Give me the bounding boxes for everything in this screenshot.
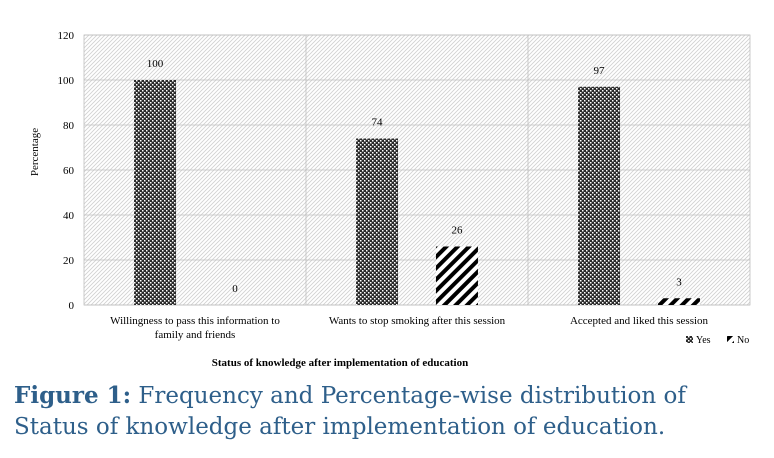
legend-label: Yes	[696, 335, 711, 346]
bar-no	[657, 298, 700, 305]
legend-swatch-no	[727, 336, 734, 343]
legend-label: No	[737, 335, 749, 346]
gridlines	[84, 34, 750, 306]
figure-label: Figure 1:	[14, 382, 132, 409]
y-axis-label: Percentage	[29, 128, 41, 176]
bar-yes	[134, 80, 177, 305]
y-axis-ticks: 0 20 40 60 80 100 120	[58, 30, 75, 312]
y-tick-label: 20	[63, 255, 75, 267]
bar-chart: 0 20 40 60 80 100 120 100 74 97 0 26 3 Willingness …	[29, 30, 751, 369]
figure-caption: Figure 1: Frequency and Percentage-wise …	[14, 380, 766, 443]
bars	[134, 80, 700, 305]
x-axis-ticks: Willingness to pass this information to f…	[110, 315, 708, 341]
data-label: 26	[451, 225, 463, 237]
caption-text: Frequency and Percentage-wise distributi…	[14, 383, 686, 440]
x-tick-label: Wants to stop smoking after this session	[329, 315, 506, 327]
legend: Yes No	[686, 335, 749, 346]
y-tick-label: 40	[63, 210, 75, 222]
y-tick-label: 0	[69, 300, 75, 312]
y-tick-label: 120	[58, 30, 75, 42]
data-label: 100	[147, 58, 164, 70]
y-tick-label: 80	[63, 120, 75, 132]
bar-yes	[578, 86, 621, 305]
x-tick-label: Accepted and liked this session	[570, 315, 709, 327]
bar-no	[435, 246, 478, 305]
data-label: 97	[594, 65, 606, 77]
y-tick-label: 60	[63, 165, 75, 177]
data-label: 74	[372, 117, 384, 129]
bar-yes	[356, 138, 399, 305]
y-tick-label: 100	[58, 75, 75, 87]
legend-swatch-yes	[686, 336, 693, 343]
data-labels: 100 74 97 0 26 3	[147, 58, 682, 295]
x-axis-label: Status of knowledge after implementation…	[212, 357, 468, 369]
data-label: 3	[676, 276, 682, 288]
data-label: 0	[232, 283, 238, 295]
x-tick-label: Willingness to pass this information to f…	[110, 315, 280, 341]
